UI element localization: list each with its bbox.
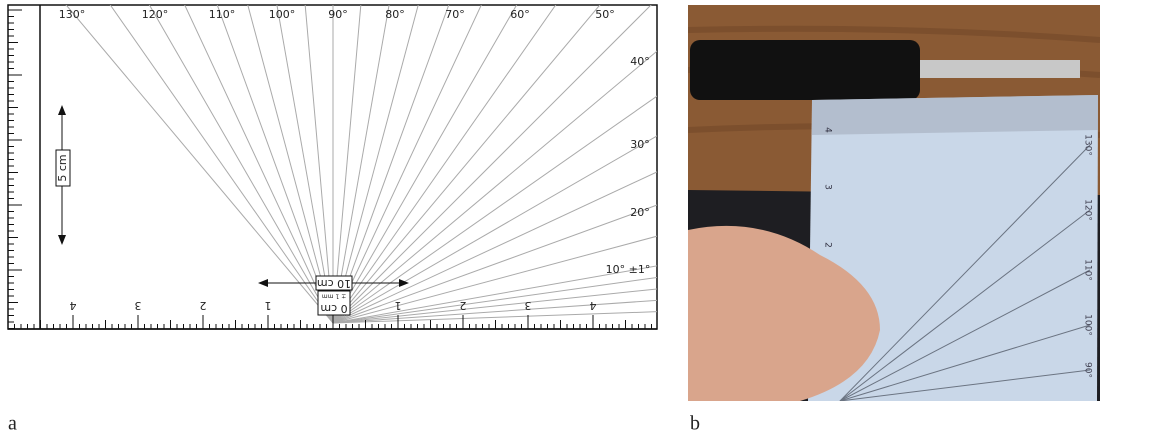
angle-label: 50° bbox=[595, 8, 615, 21]
ray bbox=[332, 50, 657, 324]
scale-label: 3 bbox=[525, 299, 532, 312]
photo-angle-label: 120° bbox=[1083, 199, 1093, 221]
paper bbox=[808, 95, 1098, 401]
scale-label: 1 bbox=[265, 299, 272, 312]
scale-box bbox=[315, 275, 353, 291]
ray bbox=[332, 5, 419, 324]
angle-label: 130° bbox=[59, 8, 86, 21]
ray bbox=[332, 5, 518, 324]
ray bbox=[65, 5, 334, 324]
ray bbox=[332, 171, 657, 324]
angle-label: 70° bbox=[445, 8, 465, 21]
photo-labels: 130° 120° 110° 100° 90° 4 3 2 bbox=[823, 127, 1093, 378]
ray bbox=[332, 276, 657, 324]
ray bbox=[332, 265, 657, 324]
ray bbox=[332, 299, 657, 324]
scale-label: 4 bbox=[590, 299, 597, 312]
ray bbox=[332, 5, 557, 324]
cable-plug bbox=[690, 40, 920, 100]
origin-box bbox=[317, 290, 351, 316]
ray bbox=[332, 5, 390, 324]
angle-label: 80° bbox=[385, 8, 405, 21]
ray bbox=[332, 5, 362, 324]
angle-label: 110° bbox=[209, 8, 236, 21]
ray bbox=[332, 5, 482, 324]
scale-label: 3 bbox=[135, 299, 142, 312]
scale-label: 2 bbox=[460, 299, 467, 312]
rays bbox=[65, 5, 657, 324]
jack bbox=[920, 60, 1080, 78]
angle-label: 120° bbox=[142, 8, 169, 21]
photo-rays bbox=[839, 144, 1091, 401]
paper-shadow bbox=[812, 95, 1098, 135]
ray bbox=[332, 135, 657, 324]
angle-label: 90° bbox=[328, 8, 348, 21]
angle-labels: 130° 120° 110° 100° 90° 80° 70° 60° 50° 40° 30° 20°… bbox=[59, 8, 651, 312]
scale-box bbox=[55, 149, 71, 187]
photo-angle-label: 90° bbox=[1083, 362, 1093, 378]
panel-label: b bbox=[690, 413, 700, 435]
angle-label: 20° bbox=[630, 206, 650, 219]
ray bbox=[332, 5, 652, 324]
photo-angle-label: 130° bbox=[1083, 134, 1093, 156]
ray bbox=[109, 5, 334, 324]
ray bbox=[332, 288, 657, 324]
precision-label: ± 1 mm bbox=[322, 293, 347, 300]
ray bbox=[184, 5, 334, 324]
photo-scale-label: 4 bbox=[823, 127, 833, 133]
ray bbox=[332, 5, 601, 324]
angle-label: 40° bbox=[630, 55, 650, 68]
ray bbox=[332, 95, 657, 324]
ray bbox=[332, 204, 657, 324]
scale-label: 4 bbox=[70, 299, 77, 312]
scale-label: 1 bbox=[395, 299, 402, 312]
thumb bbox=[688, 225, 880, 401]
ray bbox=[304, 5, 334, 324]
panel-label: a bbox=[8, 413, 17, 435]
ray bbox=[332, 311, 657, 324]
ray bbox=[332, 235, 657, 324]
vertical-scale-label: 5 cm bbox=[56, 154, 69, 181]
ray bbox=[247, 5, 334, 324]
ruler-ticks bbox=[8, 9, 652, 329]
angle-label: 100° bbox=[269, 8, 296, 21]
photo-angle-label: 110° bbox=[1083, 259, 1093, 281]
ray bbox=[148, 5, 334, 324]
angle-label: 60° bbox=[510, 8, 530, 21]
panel-b-photo: 130° 120° 110° 100° 90° 4 3 2 bbox=[688, 5, 1100, 401]
ray bbox=[332, 5, 450, 324]
ray bbox=[276, 5, 334, 324]
angle-label: 10° ±1° bbox=[606, 263, 651, 276]
scale-label: 2 bbox=[200, 299, 207, 312]
origin-label: 0 cm bbox=[320, 302, 347, 315]
horizontal-scale-label: 10 cm bbox=[317, 277, 351, 290]
photo-angle-label: 100° bbox=[1083, 314, 1093, 336]
ray bbox=[216, 5, 334, 324]
photo-scale-label: 3 bbox=[823, 184, 833, 190]
angle-label: 30° bbox=[630, 138, 650, 151]
photo-scale-label: 2 bbox=[823, 242, 833, 248]
